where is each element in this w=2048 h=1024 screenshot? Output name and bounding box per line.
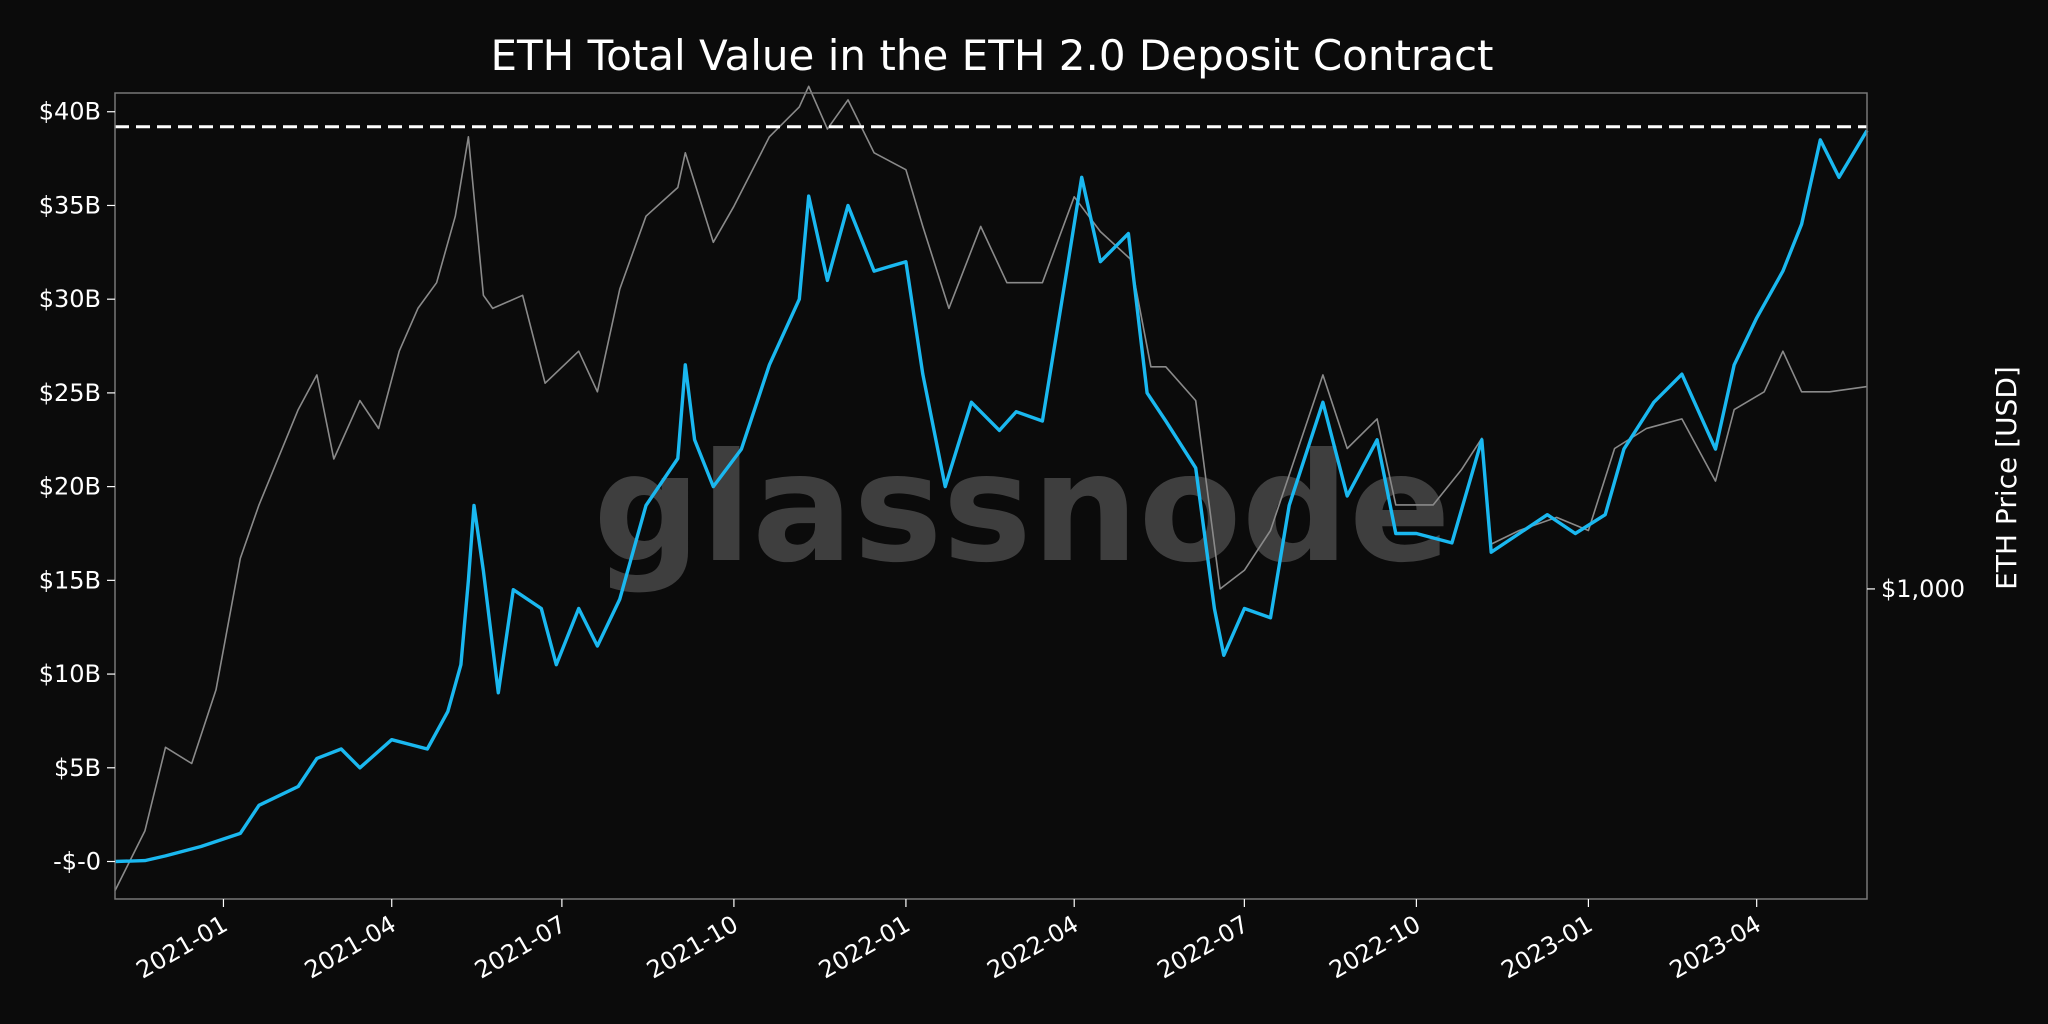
y-tick-label: $20B [39,473,101,501]
y2-axis-label: ETH Price [USD] [1990,366,2023,590]
y-tick-label: $25B [39,379,101,407]
y-tick-label: -$-0 [53,848,101,876]
y-tick-label: $30B [39,285,101,313]
y2-tick-label: $1,000 [1881,575,1965,603]
deposit-value-line [114,129,1869,864]
y-axis-ticks: -$-0 $5B $10B $15B $20B $25B $30B $35B $40B [39,98,115,876]
y2-axis-ticks: $1,000 [1867,575,1965,603]
y-tick-label: $15B [39,566,101,594]
series-layer [114,85,1869,892]
y-tick-label: $5B [54,754,101,782]
watermark: glassnode [593,422,1451,596]
chart-title: ETH Total Value in the ETH 2.0 Deposit C… [490,31,1493,80]
y-tick-label: $10B [39,660,101,688]
plot-frame [114,92,1868,900]
y-tick-label: $40B [39,98,101,126]
y-tick-label: $35B [39,191,101,219]
